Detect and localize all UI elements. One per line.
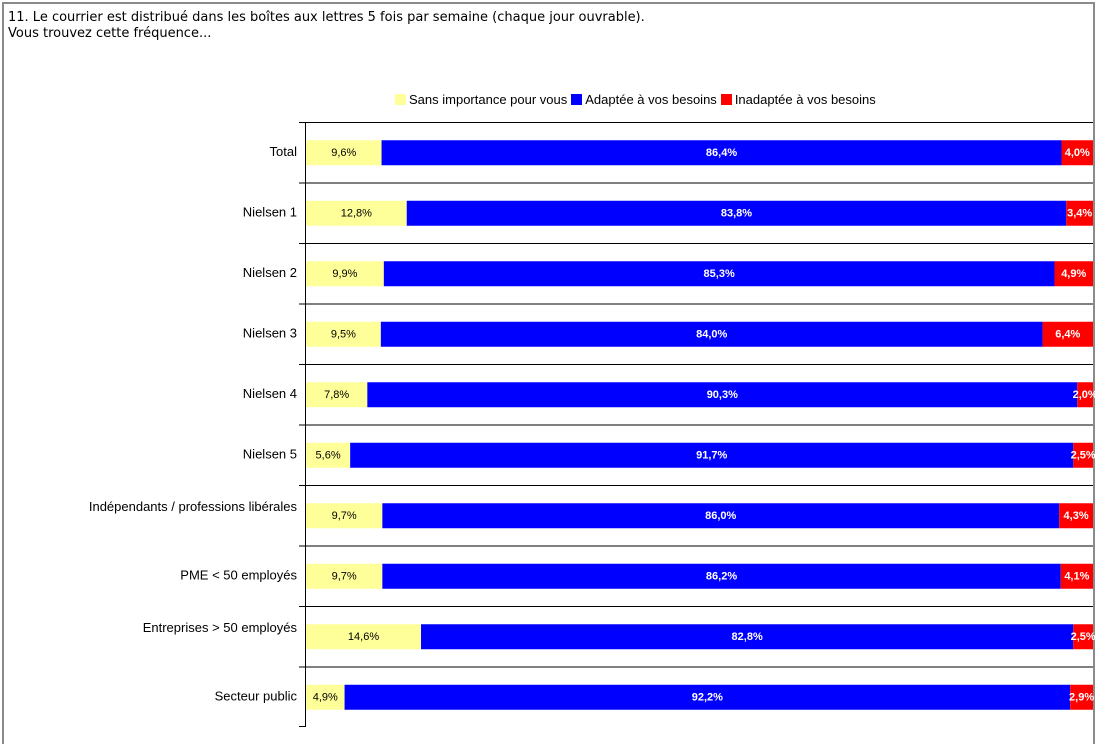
data-label-inadaptee: 4,3% xyxy=(1064,510,1089,522)
data-label-adaptee: 86,2% xyxy=(706,571,737,583)
bar-segment-adaptee xyxy=(421,624,1074,650)
bar-segment-inadaptee xyxy=(1054,261,1093,287)
bar-segment-inadaptee xyxy=(1073,442,1093,468)
data-label-adaptee: 84,0% xyxy=(696,329,727,341)
category-label: Total xyxy=(270,144,298,159)
legend-swatch-inadaptee xyxy=(720,93,732,105)
data-label-inadaptee: 2,5% xyxy=(1071,631,1096,643)
bar-segment-adaptee xyxy=(382,563,1061,589)
data-label-sans-importance: 9,9% xyxy=(332,268,357,280)
category-label: Nielsen 5 xyxy=(243,447,297,462)
data-label-sans-importance: 9,7% xyxy=(332,571,357,583)
legend-swatch-adaptee xyxy=(571,93,583,105)
chart-legend: Sans importance pour vous Adaptée à vos … xyxy=(395,91,880,107)
legend-item-sans-importance: Sans importance pour vous xyxy=(395,92,567,107)
data-label-inadaptee: 2,0% xyxy=(1073,389,1097,401)
data-label-sans-importance: 12,8% xyxy=(341,208,372,220)
bar-segment-adaptee xyxy=(350,442,1074,468)
bar-segment-sans-importance xyxy=(306,503,383,529)
bar-segment-sans-importance xyxy=(306,442,351,468)
category-label: Entreprises > 50 employés xyxy=(143,620,298,635)
data-label-adaptee: 85,3% xyxy=(704,268,735,280)
category-label: Nielsen 1 xyxy=(243,205,297,220)
bar-segment-sans-importance xyxy=(306,321,381,347)
legend-swatch-sans-importance xyxy=(395,93,406,105)
bar-segment-inadaptee xyxy=(1070,684,1093,710)
bar-segment-adaptee xyxy=(381,140,1062,166)
data-label-sans-importance: 7,8% xyxy=(324,389,349,401)
category-label: Nielsen 4 xyxy=(243,386,297,401)
data-label-sans-importance: 4,9% xyxy=(313,692,338,704)
data-label-sans-importance: 14,6% xyxy=(348,631,379,643)
bar-segment-sans-importance xyxy=(306,563,383,589)
bar-segment-inadaptee xyxy=(1059,503,1093,529)
category-label: Nielsen 2 xyxy=(243,265,297,280)
bar-segment-inadaptee xyxy=(1077,382,1093,408)
bar-segment-inadaptee xyxy=(1066,200,1093,226)
bar-segment-adaptee xyxy=(382,503,1060,529)
question-line-2: Vous trouvez cette fréquence... xyxy=(8,26,212,41)
category-label: PME < 50 employés xyxy=(180,568,297,583)
bar-segment-inadaptee xyxy=(1042,321,1093,347)
category-label: Indépendants / professions libérales xyxy=(89,499,298,514)
data-label-sans-importance: 5,6% xyxy=(316,450,341,462)
data-label-inadaptee: 6,4% xyxy=(1055,329,1080,341)
bar-segment-adaptee xyxy=(383,261,1055,287)
legend-label-sans-importance: Sans importance pour vous xyxy=(409,91,568,107)
bar-segment-inadaptee xyxy=(1061,140,1093,166)
bar-segment-sans-importance xyxy=(306,624,422,650)
data-label-inadaptee: 4,9% xyxy=(1061,268,1086,280)
bar-segment-sans-importance xyxy=(306,200,407,226)
legend-item-inadaptee: Inadaptée à vos besoins xyxy=(720,91,876,107)
legend-label-adaptee: Adaptée à vos besoins xyxy=(585,91,717,107)
category-label: Secteur public xyxy=(215,689,298,704)
bar-segment-sans-importance xyxy=(306,261,384,287)
bar-segment-sans-importance xyxy=(306,140,382,166)
question-line-1: 11. Le courrier est distribué dans les b… xyxy=(8,10,645,25)
bar-segment-sans-importance xyxy=(306,684,345,710)
data-label-inadaptee: 4,0% xyxy=(1065,147,1090,159)
bar-segment-inadaptee xyxy=(1073,624,1093,650)
bar-segment-adaptee xyxy=(406,200,1067,226)
data-label-adaptee: 91,7% xyxy=(696,450,727,462)
legend-label-inadaptee: Inadaptée à vos besoins xyxy=(734,91,876,107)
legend-item-adaptee: Adaptée à vos besoins xyxy=(571,92,717,107)
bar-segment-sans-importance xyxy=(306,382,368,408)
bar-segment-adaptee xyxy=(380,321,1043,347)
bar-segment-adaptee xyxy=(344,684,1071,710)
data-label-adaptee: 86,0% xyxy=(705,510,736,522)
bar-segment-adaptee xyxy=(367,382,1078,408)
question-text: 11. Le courrier est distribué dans les b… xyxy=(8,10,645,42)
data-label-inadaptee: 2,9% xyxy=(1069,692,1094,704)
data-label-inadaptee: 3,4% xyxy=(1067,208,1092,220)
data-label-adaptee: 82,8% xyxy=(732,631,763,643)
data-label-adaptee: 86,4% xyxy=(706,147,737,159)
category-label: Nielsen 3 xyxy=(243,326,297,341)
data-label-adaptee: 92,2% xyxy=(692,692,723,704)
bar-segment-inadaptee xyxy=(1060,563,1093,589)
data-label-adaptee: 83,8% xyxy=(721,208,752,220)
data-label-sans-importance: 9,6% xyxy=(331,147,356,159)
data-label-sans-importance: 9,7% xyxy=(332,510,357,522)
data-label-adaptee: 90,3% xyxy=(707,389,738,401)
data-label-inadaptee: 4,1% xyxy=(1064,571,1089,583)
data-label-inadaptee: 2,5% xyxy=(1071,450,1096,462)
data-label-sans-importance: 9,5% xyxy=(331,329,356,341)
